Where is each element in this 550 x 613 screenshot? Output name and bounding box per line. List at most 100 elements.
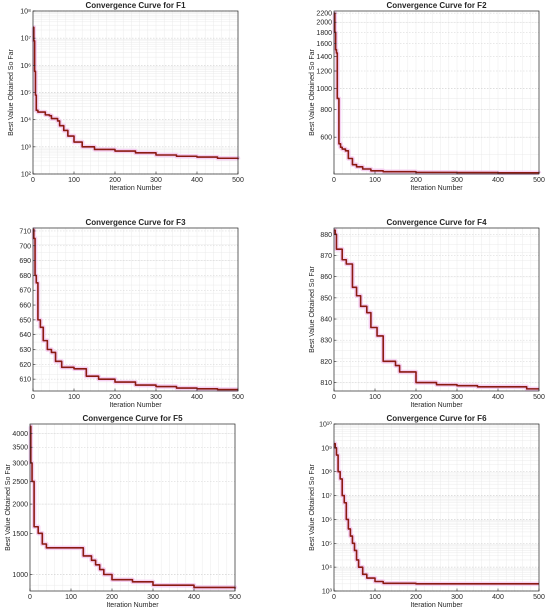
x-tick-label: 300	[150, 177, 162, 184]
y-tick-label: 10⁴	[321, 565, 332, 572]
x-tick-label: 500	[229, 594, 241, 601]
plot-area	[334, 424, 539, 591]
x-tick-label: 300	[150, 394, 162, 401]
chart-panel-f4: 0 100 200 300 400 500 810 820 830 840 850 860 870 880…	[309, 218, 545, 409]
y-tick-label: 10⁸	[20, 9, 31, 16]
series-line	[30, 425, 236, 589]
plot-area	[334, 11, 539, 174]
axes-frame	[333, 423, 540, 592]
x-tick-label: 200	[106, 594, 118, 601]
axes-frame	[29, 423, 236, 592]
x-axis-label: Iteration Number	[410, 185, 463, 192]
y-tick-label: 810	[320, 380, 332, 387]
x-tick-label: 0	[332, 177, 336, 184]
y-tick-label: 2000	[316, 20, 332, 27]
y-tick-label: 2200	[316, 11, 332, 18]
x-tick-label: 400	[492, 177, 504, 184]
chart-panel-f1: 0 100 200 300 400 500 10² 10³ 10⁴ 10⁵ 10⁶ 10⁷ 10⁸ Con…	[8, 1, 244, 192]
y-tick-label: 800	[320, 107, 332, 114]
axes-frame	[333, 227, 540, 392]
x-tick-label: 500	[533, 394, 545, 401]
x-tick-label: 500	[232, 394, 244, 401]
series-line	[334, 442, 539, 585]
x-tick-label: 200	[410, 394, 422, 401]
y-tick-label: 4000	[12, 431, 28, 438]
y-tick-label: 830	[320, 338, 332, 345]
y-tick-label: 10⁷	[21, 36, 32, 43]
y-tick-label: 870	[320, 253, 332, 260]
x-tick-label: 500	[533, 177, 545, 184]
y-axis-label: Best Value Obtained So Far	[309, 464, 316, 551]
grid-lines	[333, 423, 540, 592]
y-tick-label: 700	[19, 243, 31, 250]
x-tick-label: 500	[533, 594, 545, 601]
y-tick-label: 10⁵	[321, 541, 332, 548]
grid-lines	[32, 10, 239, 175]
y-tick-label: 680	[19, 273, 31, 280]
y-tick-label: 850	[320, 295, 332, 302]
chart-title: Convergence Curve for F2	[386, 1, 487, 10]
chart-title: Convergence Curve for F5	[82, 414, 183, 423]
y-tick-label: 610	[19, 377, 31, 384]
chart-title: Convergence Curve for F3	[85, 218, 186, 227]
x-tick-label: 0	[332, 594, 336, 601]
y-tick-label: 620	[19, 362, 31, 369]
y-tick-label: 10⁶	[20, 63, 31, 70]
chart-title: Convergence Curve for F1	[85, 1, 186, 10]
y-tick-label: 10⁷	[322, 493, 333, 500]
y-tick-label: 670	[19, 288, 31, 295]
series-line	[334, 229, 539, 390]
y-tick-label: 10³	[322, 589, 333, 596]
x-tick-label: 100	[369, 177, 381, 184]
chart-panel-f2: 0 100 200 300 400 500 600 800 1000 1200 1400 1600 18…	[309, 1, 545, 192]
chart-title: Convergence Curve for F4	[386, 218, 487, 227]
x-tick-label: 400	[492, 594, 504, 601]
x-tick-label: 400	[191, 394, 203, 401]
y-tick-label: 1600	[316, 41, 332, 48]
y-tick-label: 10⁸	[321, 469, 332, 476]
x-tick-label: 300	[147, 594, 159, 601]
x-tick-label: 100	[68, 177, 80, 184]
y-tick-label: 10⁶	[321, 517, 332, 524]
x-tick-label: 300	[451, 177, 463, 184]
y-axis-label: Best Value Obtained So Far	[5, 464, 12, 551]
x-tick-label: 100	[369, 594, 381, 601]
x-tick-label: 300	[451, 594, 463, 601]
x-axis-label: Iteration Number	[410, 602, 463, 609]
y-tick-label: 1400	[316, 54, 332, 61]
y-tick-label: 690	[19, 258, 31, 265]
x-tick-label: 200	[109, 177, 121, 184]
y-tick-label: 640	[19, 332, 31, 339]
axes-frame	[333, 10, 540, 175]
y-tick-label: 650	[19, 317, 31, 324]
axes-frame	[32, 227, 239, 392]
series-line	[33, 26, 239, 160]
x-tick-label: 100	[68, 394, 80, 401]
y-tick-label: 600	[320, 135, 332, 142]
grid-lines	[333, 227, 540, 392]
y-tick-label: 10¹⁰	[319, 421, 332, 429]
x-tick-label: 500	[232, 177, 244, 184]
x-tick-label: 100	[65, 594, 77, 601]
x-axis-label: Iteration Number	[109, 402, 162, 409]
plot-area	[30, 424, 235, 591]
y-tick-label: 1200	[316, 69, 332, 76]
y-tick-label: 3500	[12, 445, 28, 452]
y-tick-label: 660	[19, 303, 31, 310]
y-tick-label: 840	[320, 317, 332, 324]
y-tick-label: 10²	[21, 172, 32, 179]
y-tick-label: 2000	[12, 502, 28, 509]
y-tick-label: 1500	[12, 531, 28, 538]
y-tick-label: 2500	[12, 479, 28, 486]
x-tick-label: 100	[369, 394, 381, 401]
y-axis-label: Best Value Obtained So Far	[309, 266, 316, 353]
y-tick-label: 3000	[12, 460, 28, 467]
y-tick-label: 10⁴	[20, 117, 31, 124]
y-tick-label: 630	[19, 347, 31, 354]
x-axis-label: Iteration Number	[410, 402, 463, 409]
y-tick-label: 10⁵	[20, 90, 31, 97]
chart-panel-f6: 0 100 200 300 400 500 10³ 10⁴ 10⁵ 10⁶ 10⁷ 10⁸ 10⁹ 10¹…	[309, 414, 545, 609]
x-axis-label: Iteration Number	[106, 602, 159, 609]
x-axis-label: Iteration Number	[109, 185, 162, 192]
